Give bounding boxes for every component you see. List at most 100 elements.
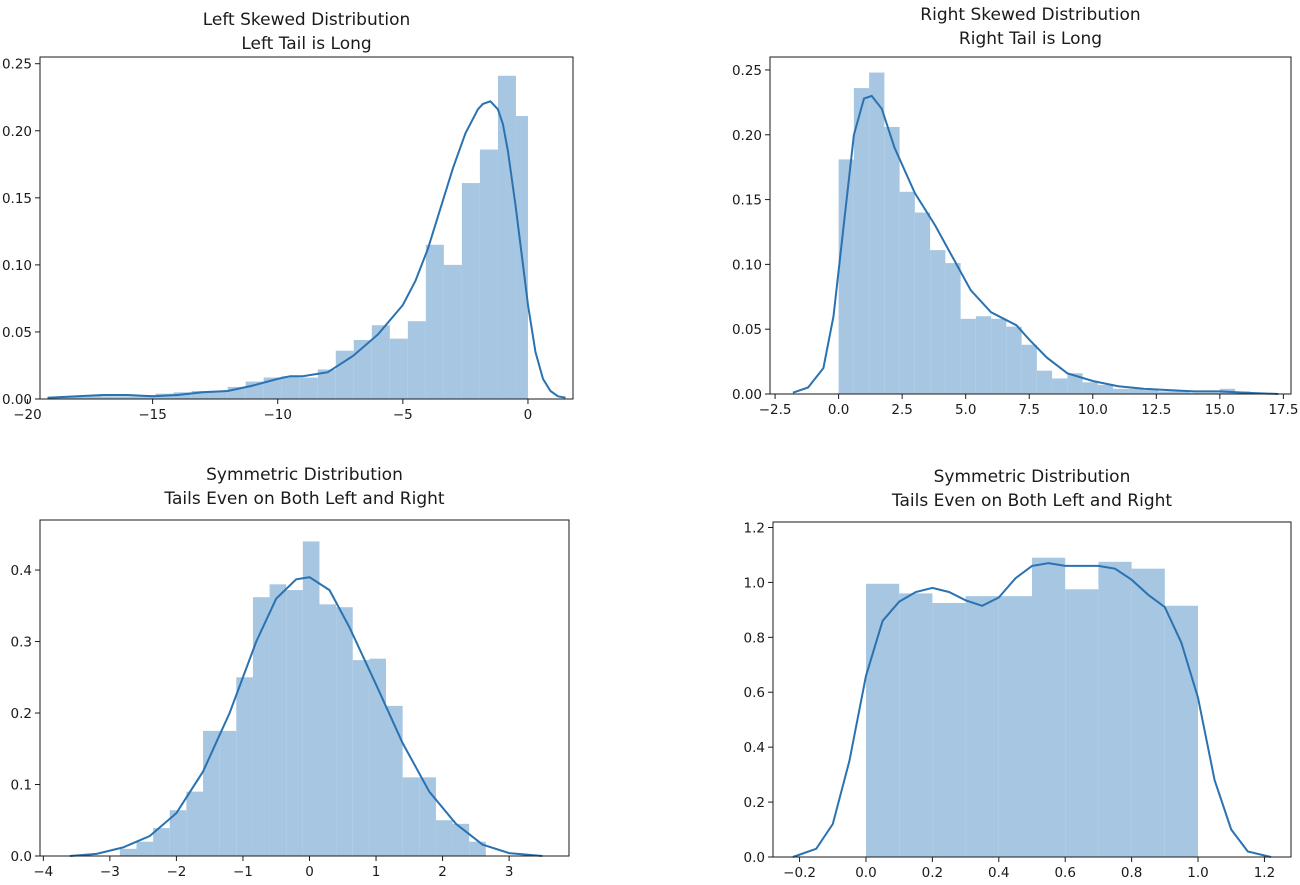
- x-tick-label: 0.0: [855, 865, 876, 881]
- histogram-bar: [1131, 568, 1165, 857]
- histogram-bar: [209, 390, 228, 399]
- histogram-bar: [965, 596, 999, 857]
- histogram-bar: [369, 658, 387, 856]
- x-tick-label: −0.2: [783, 865, 816, 881]
- histogram-bar: [407, 321, 426, 399]
- histogram-bar: [469, 841, 486, 856]
- histogram-bar: [991, 318, 1007, 394]
- histogram-bar: [1113, 388, 1129, 394]
- y-tick-label: 0.1: [11, 778, 32, 794]
- histogram-bar: [960, 318, 976, 394]
- x-tick-label: 0: [524, 407, 533, 423]
- histogram-bar: [119, 396, 138, 399]
- y-tick-label: 0.15: [2, 191, 32, 207]
- y-tick-label: 1.0: [744, 575, 765, 591]
- x-tick-label: −2.5: [759, 402, 792, 418]
- y-tick-label: 0.25: [732, 63, 762, 79]
- histogram-bar: [402, 777, 420, 856]
- histogram-bar: [219, 730, 237, 856]
- kde-curve: [792, 562, 1272, 858]
- histogram-bar: [335, 350, 354, 399]
- histogram-bar: [838, 159, 854, 394]
- y-tick-label: 0.20: [2, 124, 32, 140]
- histogram-bar: [386, 705, 403, 856]
- symmetric-normal-chart: Symmetric Distribution Tails Even on Both…: [11, 465, 570, 880]
- x-tick-label: 5.0: [955, 402, 976, 418]
- histogram-bar: [1065, 589, 1099, 857]
- x-tick-label: −20: [13, 407, 42, 423]
- histogram-bar: [914, 212, 931, 394]
- y-tick-label: 0.6: [744, 685, 765, 701]
- histogram-bar: [1032, 557, 1066, 857]
- histogram-bar: [1097, 384, 1114, 394]
- histogram-bar: [1098, 561, 1132, 857]
- histogram-bar: [1021, 344, 1037, 394]
- y-tick-label: 0.3: [11, 635, 32, 651]
- histogram-bar: [479, 149, 498, 399]
- kde-curve: [792, 94, 1279, 395]
- plot-frame: [39, 519, 570, 857]
- histogram-bar: [65, 396, 84, 399]
- x-tick-label: 1: [372, 864, 381, 880]
- histogram-bar: [899, 191, 915, 394]
- histogram-bar: [269, 584, 287, 856]
- chart-title: Left Skewed Distribution: [203, 10, 411, 30]
- histogram-bar: [1082, 382, 1098, 394]
- y-tick-label: 0.00: [732, 387, 762, 403]
- histogram-bar: [865, 583, 900, 857]
- histogram-bar: [299, 377, 318, 399]
- y-tick-label: 0.2: [11, 706, 32, 722]
- histogram-bar: [281, 376, 300, 399]
- histogram-bar: [389, 338, 408, 399]
- histogram-bar: [1143, 390, 1159, 394]
- histogram-bar: [136, 841, 154, 856]
- x-tick-label: 15.0: [1205, 402, 1235, 418]
- x-tick-label: 1.2: [1254, 865, 1275, 881]
- kde-curve: [47, 100, 566, 399]
- histogram-bar: [352, 660, 370, 856]
- left-skewed-chart: Left Skewed Distribution Left Tail is Lon…: [2, 10, 574, 423]
- y-tick-label: 0.05: [2, 325, 32, 341]
- x-tick-label: 0.0: [828, 402, 849, 418]
- histogram-bar: [1052, 378, 1068, 394]
- histogram-bar: [1006, 326, 1022, 394]
- chart-subtitle: Left Tail is Long: [241, 34, 371, 54]
- y-tick-label: 0.4: [11, 563, 32, 579]
- histogram-bar: [371, 325, 390, 399]
- histogram-bar: [263, 377, 282, 399]
- symmetric-uniform-chart: Symmetric Distribution Tails Even on Both…: [744, 467, 1292, 881]
- x-tick-label: 3: [505, 864, 514, 880]
- histogram-bar: [119, 848, 137, 856]
- histogram-bar: [186, 791, 204, 856]
- y-tick-label: 0.00: [2, 392, 32, 408]
- histogram-bar: [1204, 392, 1220, 394]
- x-tick-label: 1.0: [1187, 865, 1208, 881]
- histogram-bar: [930, 250, 946, 394]
- histogram-bar: [884, 126, 900, 394]
- histogram-bar: [169, 810, 187, 856]
- x-tick-label: 0.8: [1121, 865, 1142, 881]
- histogram-bar: [47, 397, 66, 399]
- histogram-bar: [302, 541, 320, 856]
- y-tick-label: 0.0: [11, 849, 32, 865]
- histogram-bar: [932, 603, 966, 857]
- histogram-bar: [425, 244, 444, 399]
- x-tick-label: −5: [393, 407, 413, 423]
- histogram-bar: [353, 339, 372, 399]
- y-tick-label: 0.05: [732, 322, 762, 338]
- histogram-bar: [945, 263, 961, 394]
- plot-frame: [772, 521, 1292, 858]
- x-tick-label: −4: [33, 864, 53, 880]
- histogram-bar: [497, 75, 516, 399]
- histogram-bar: [853, 88, 870, 394]
- y-tick-label: 0.10: [2, 258, 32, 274]
- y-tick-label: 0.4: [744, 740, 765, 756]
- histogram-bar: [191, 390, 210, 399]
- plot-frame: [769, 56, 1292, 395]
- chart-subtitle: Right Tail is Long: [959, 29, 1102, 49]
- y-tick-label: 0.10: [732, 257, 762, 273]
- histogram-bar: [1189, 392, 1205, 394]
- y-tick-label: 0.0: [744, 850, 765, 866]
- histogram-bar: [435, 820, 453, 856]
